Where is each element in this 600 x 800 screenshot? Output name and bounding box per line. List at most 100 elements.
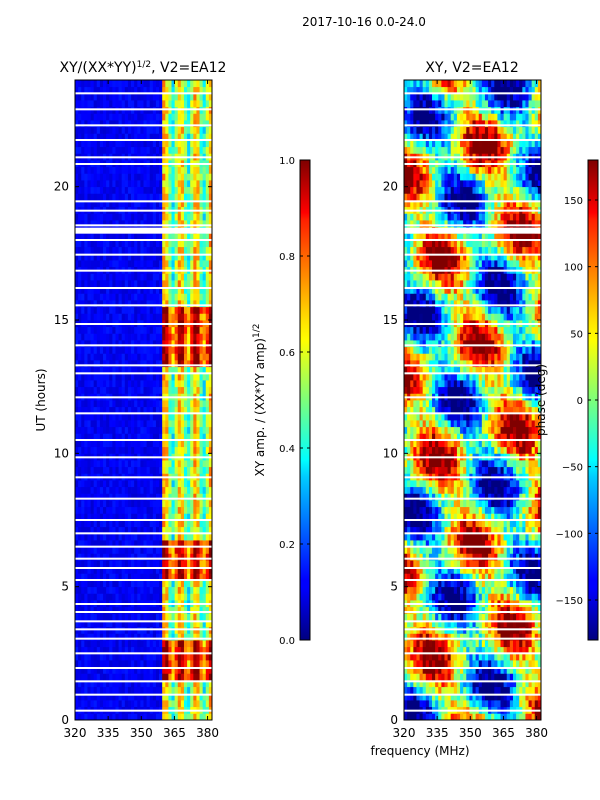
amplitude-cell [112, 360, 116, 368]
amplitude-cell [177, 286, 182, 294]
amplitude-cell [106, 466, 110, 474]
flagged-row [75, 253, 212, 256]
amplitude-cell [168, 633, 172, 641]
amplitude-cell [202, 86, 207, 94]
amplitude-cell [124, 280, 129, 288]
amplitude-cell [96, 86, 101, 94]
amplitude-cell [109, 446, 113, 454]
amplitude-cell [84, 273, 88, 281]
amplitude-cell [78, 200, 82, 208]
amplitude-cell [149, 606, 154, 614]
amplitude-cell [205, 220, 210, 228]
amplitude-cell [202, 506, 207, 514]
amplitude-cell [78, 386, 82, 394]
amplitude-cell [190, 360, 194, 368]
amplitude-cell [93, 380, 98, 388]
amplitude-cell [127, 540, 132, 548]
amplitude-cell [162, 140, 166, 148]
amplitude-cell [193, 713, 197, 721]
amplitude-cell [205, 326, 210, 334]
amplitude-cell [90, 133, 95, 141]
amplitude-cell [90, 180, 95, 188]
phase-cell [509, 673, 514, 681]
amplitude-cell [134, 146, 138, 154]
amplitude-cell [149, 366, 154, 374]
amplitude-cell [127, 653, 132, 661]
amplitude-cell [106, 166, 110, 174]
amplitude-cell [196, 446, 200, 454]
amplitude-cell [84, 466, 88, 474]
amplitude-cell [149, 113, 154, 121]
phase-cell [410, 700, 414, 708]
amplitude-cell [199, 506, 204, 514]
amplitude-cell [171, 80, 176, 88]
phase-cell [441, 660, 445, 668]
amplitude-cell [180, 166, 185, 174]
amplitude-cell [137, 86, 141, 94]
amplitude-cell [118, 546, 123, 554]
amplitude-cell [124, 560, 129, 568]
phase-cell [441, 666, 445, 674]
phase-cell [438, 653, 442, 661]
amplitude-cell [183, 240, 188, 248]
amplitude-cell [143, 360, 148, 368]
amplitude-cell [162, 446, 166, 454]
amplitude-cell [168, 173, 172, 181]
amplitude-cell [165, 200, 169, 208]
amplitude-cell [202, 213, 207, 221]
amplitude-cell [131, 440, 135, 448]
amplitude-cell [78, 233, 82, 241]
amplitude-cell [90, 366, 95, 374]
amplitude-cell [202, 493, 207, 501]
amplitude-cell [202, 293, 207, 301]
phase-cell [472, 673, 477, 681]
amplitude-cell [75, 300, 79, 308]
amplitude-cell [187, 400, 191, 408]
amplitude-cell [159, 513, 163, 521]
amplitude-cell [131, 586, 135, 594]
amplitude-cell [96, 620, 101, 628]
amplitude-cell [137, 640, 141, 648]
amplitude-cell [121, 300, 126, 308]
amplitude-cell [109, 646, 113, 654]
amplitude-cell [87, 660, 91, 668]
amplitude-cell [81, 300, 85, 308]
amplitude-cell [193, 133, 197, 141]
phase-cell [484, 673, 489, 681]
amplitude-cell [162, 86, 166, 94]
amplitude-cell [187, 346, 191, 354]
amplitude-cell [143, 173, 148, 181]
amplitude-cell [183, 480, 188, 488]
phase-cell [469, 713, 473, 721]
amplitude-cell [106, 133, 110, 141]
amplitude-cell [93, 666, 98, 674]
phase-cell [525, 653, 529, 661]
amplitude-cell [205, 360, 210, 368]
amplitude-cell [78, 353, 82, 361]
amplitude-cell [131, 220, 135, 228]
amplitude-ytick-label: 15 [54, 313, 69, 327]
amplitude-cell [81, 86, 85, 94]
phase-cell [416, 613, 420, 621]
amplitude-cell [177, 360, 182, 368]
amplitude-cell [134, 286, 138, 294]
phase-cell [537, 680, 542, 688]
amplitude-cell [187, 373, 191, 381]
amplitude-cell [180, 486, 185, 494]
amplitude-cell [193, 440, 197, 448]
amplitude-cell [112, 180, 116, 188]
amplitude-cell [131, 386, 135, 394]
amplitude-cell [146, 493, 151, 501]
amplitude-cell [155, 80, 160, 88]
amplitude-cell [127, 386, 132, 394]
amplitude-cell [109, 433, 113, 441]
phase-cell [469, 646, 473, 654]
phase-cell [432, 660, 436, 668]
amplitude-cell [202, 220, 207, 228]
amplitude-cell [165, 560, 169, 568]
amplitude-cell [190, 446, 194, 454]
amplitude-cell [152, 493, 157, 501]
amplitude-cell [90, 166, 95, 174]
amplitude-cell [208, 526, 213, 534]
phase-cell [537, 653, 542, 661]
